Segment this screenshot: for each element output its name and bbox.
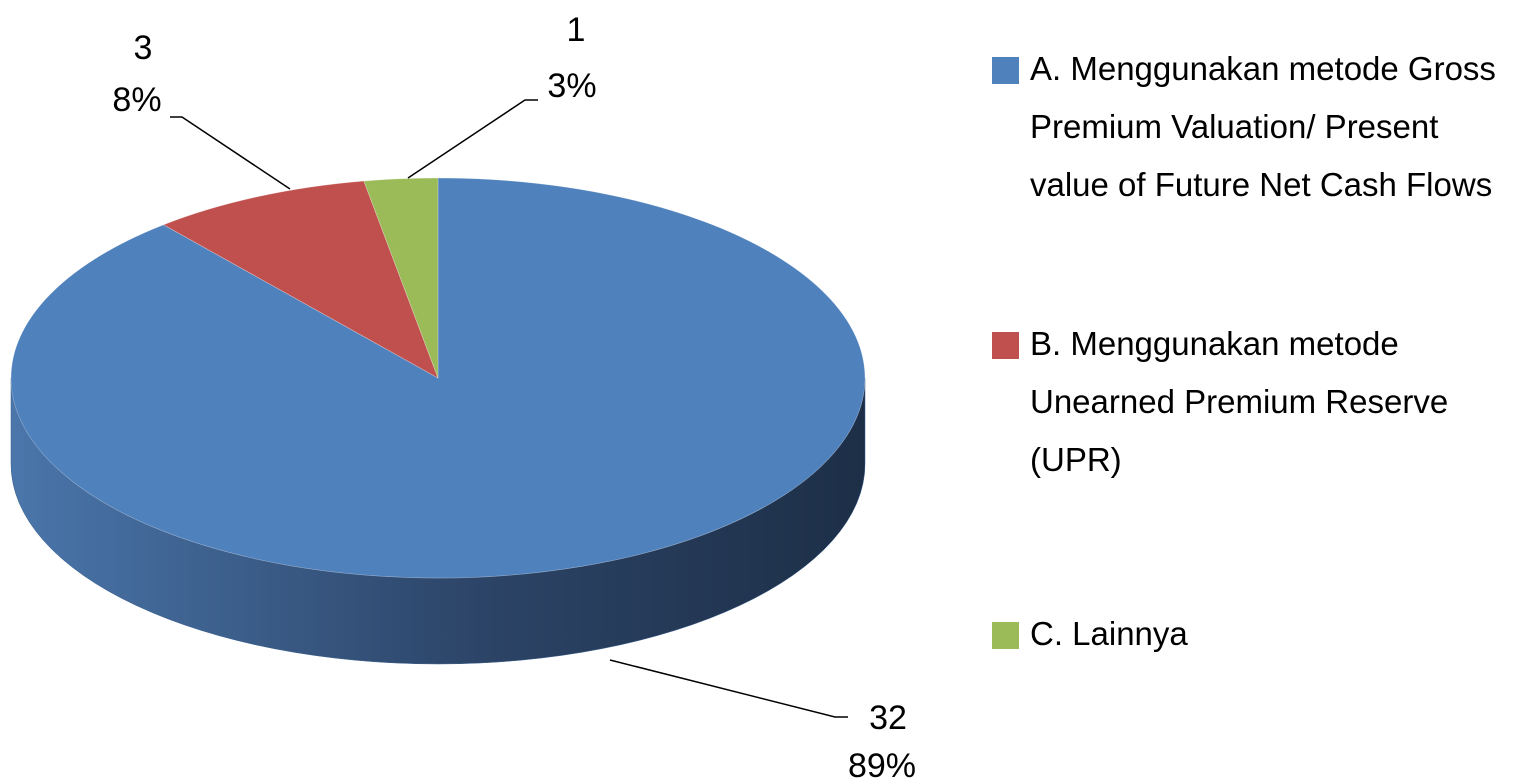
leader-line bbox=[609, 659, 848, 718]
legend-item: B. Menggunakan metode Unearned Premium R… bbox=[992, 315, 1520, 605]
legend: A. Menggunakan metode Gross Premium Valu… bbox=[992, 40, 1532, 663]
legend-item: A. Menggunakan metode Gross Premium Valu… bbox=[992, 40, 1520, 315]
slice bbox=[162, 180, 439, 379]
legend-swatch bbox=[992, 57, 1019, 84]
leader-line bbox=[407, 99, 538, 179]
percent-label: 3% bbox=[547, 67, 596, 105]
slice bbox=[363, 177, 439, 379]
value-label: 1 bbox=[567, 11, 586, 49]
legend-label: A. Menggunakan metode Gross Premium Valu… bbox=[1030, 50, 1496, 203]
chart: 32 89% 3 8% 1 3% bbox=[10, 11, 916, 784]
slice bbox=[10, 177, 866, 579]
value-label: 3 bbox=[134, 29, 153, 67]
legend-swatch bbox=[992, 332, 1019, 359]
leader-line bbox=[170, 116, 291, 190]
legend-item: C. Lainnya bbox=[992, 605, 1520, 663]
percent-label: 89% bbox=[848, 747, 916, 784]
legend-swatch bbox=[992, 622, 1019, 649]
pie bbox=[10, 177, 866, 665]
value-label: 32 bbox=[869, 699, 907, 737]
legend-label: B. Menggunakan metode Unearned Premium R… bbox=[1030, 325, 1449, 478]
percent-label: 8% bbox=[112, 81, 161, 119]
legend-label: C. Lainnya bbox=[1030, 615, 1188, 652]
